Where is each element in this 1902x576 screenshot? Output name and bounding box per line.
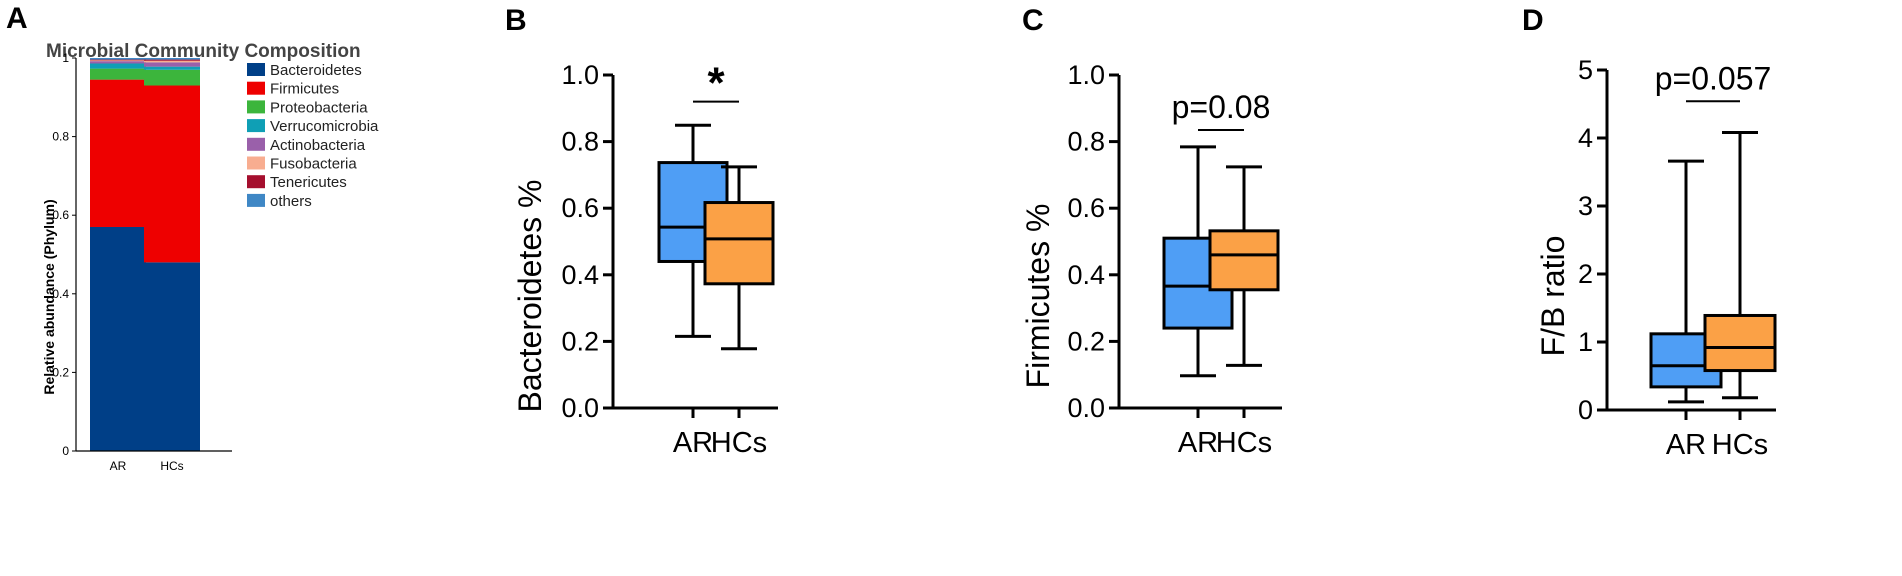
y-tick-label: 0.4: [1067, 260, 1105, 290]
significance-label: p=0.08: [1172, 89, 1271, 125]
bar-ar-verrucomicrobia: [90, 63, 146, 69]
y-tick-label: 0.2: [561, 326, 599, 356]
y-tick-label: 0.8: [52, 130, 69, 144]
bar-ar-proteobacteria: [90, 68, 146, 80]
y-tick-label: 0.0: [561, 393, 599, 423]
x-tick-label-ar: AR: [110, 459, 127, 473]
x-tick-label-ar: AR: [1666, 429, 1706, 461]
panel-letter-d: D: [1522, 4, 1544, 37]
panel-letter-c: C: [1022, 4, 1044, 37]
bar-hcs-firmicutes: [144, 85, 200, 263]
significance-label: *: [707, 59, 725, 108]
y-tick-label: 0.0: [1067, 393, 1105, 423]
y-tick-label: 0.6: [1067, 193, 1105, 223]
legend-label-fusobacteria: Fusobacteria: [270, 156, 357, 173]
panel-a-stacked-bar-chart: Microbial Community Composition Relative…: [41, 41, 379, 473]
y-tick-label: 1.0: [561, 60, 599, 90]
legend-swatch-verrucomicrobia: [247, 119, 265, 133]
y-tick-label: 0.8: [561, 127, 599, 157]
bar-ar-bacteroidetes: [90, 226, 146, 451]
box-hcs: [703, 201, 775, 286]
bar-ar-tenericutes: [90, 59, 146, 61]
bar-ar-firmicutes: [90, 79, 146, 227]
legend-swatch-bacteroidetes: [247, 63, 265, 76]
bar-hcs-others: [144, 58, 200, 60]
bar-ar-actinobacteria: [90, 61, 146, 64]
x-tick-label-hcs: HCs: [1712, 429, 1768, 461]
legend-swatch-proteobacteria: [247, 100, 265, 114]
y-tick-label: 0.6: [52, 208, 69, 222]
box-hcs: [1703, 313, 1777, 373]
x-tick-label-hcs: HCs: [711, 427, 767, 459]
bar-hcs-fusobacteria: [144, 60, 200, 63]
legend-swatch-actinobacteria: [247, 137, 265, 151]
bar-hcs-bacteroidetes: [144, 262, 200, 451]
chart-a-y-axis-label: Relative abundance (Phylum): [41, 199, 57, 394]
bar-hcs-tenericutes: [144, 59, 200, 61]
x-tick-label-hcs: HCs: [1216, 427, 1272, 459]
chart-c-y-axis-label: Firmicutes %: [1020, 204, 1056, 389]
legend-label-tenericutes: Tenericutes: [270, 174, 347, 191]
legend-swatch-tenericutes: [247, 175, 265, 189]
y-tick-label: 1.0: [1067, 60, 1105, 90]
y-tick-label: 5: [1578, 55, 1593, 85]
bar-ar-fusobacteria: [90, 60, 146, 62]
chart-b-y-axis-label: Bacteroidetes %: [512, 179, 548, 412]
x-tick-label-ar: AR: [1178, 427, 1218, 459]
panel-d-box-plot: F/B ratio 0 1 2 3 4 5 AR HCs p=0.057: [1535, 55, 1777, 461]
chart-d-y-axis-label: F/B ratio: [1535, 236, 1571, 357]
bar-ar-others: [90, 58, 146, 60]
y-tick-label: 1: [62, 51, 69, 65]
legend-label-firmicutes: Firmicutes: [270, 81, 339, 98]
y-tick-label: 0.4: [52, 287, 69, 301]
chart-a-title: Microbial Community Composition: [46, 41, 361, 62]
x-tick-label-hcs: HCs: [160, 459, 183, 473]
y-tick-label: 0.2: [1067, 326, 1105, 356]
legend-label-bacteroidetes: Bacteroidetes: [270, 62, 362, 79]
significance-label: p=0.057: [1655, 60, 1772, 96]
y-tick-label: 0.2: [52, 365, 69, 379]
y-tick-label: 0.4: [561, 260, 599, 290]
y-tick-label: 0: [62, 444, 69, 458]
panel-letter-a: A: [6, 2, 28, 35]
y-tick-label: 0: [1578, 395, 1593, 425]
legend-label-proteobacteria: Proteobacteria: [270, 99, 368, 116]
legend-label-verrucomicrobia: Verrucomicrobia: [270, 118, 379, 135]
box-hcs: [1208, 229, 1280, 292]
x-tick-label-ar: AR: [673, 427, 713, 459]
bar-hcs-actinobacteria: [144, 62, 200, 67]
legend-swatch-others: [247, 193, 265, 207]
legend-swatch-firmicutes: [247, 81, 265, 95]
y-tick-label: 2: [1578, 259, 1593, 289]
y-tick-label: 1: [1578, 327, 1593, 357]
panel-letter-b: B: [505, 4, 527, 37]
bar-hcs-verrucomicrobia: [144, 66, 200, 70]
bar-hcs-proteobacteria: [144, 69, 200, 86]
legend-label-actinobacteria: Actinobacteria: [270, 137, 366, 154]
legend-label-others: others: [270, 193, 312, 210]
y-tick-label: 0.8: [1067, 127, 1105, 157]
y-tick-label: 0.6: [561, 193, 599, 223]
legend-swatch-fusobacteria: [247, 156, 265, 170]
y-tick-label: 4: [1578, 123, 1593, 153]
y-tick-label: 3: [1578, 191, 1593, 221]
